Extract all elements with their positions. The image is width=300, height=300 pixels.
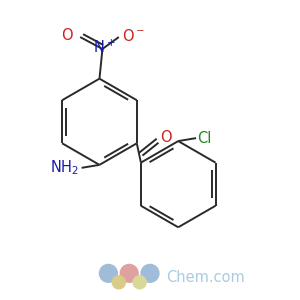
- Text: Cl: Cl: [198, 130, 212, 146]
- Text: O: O: [160, 130, 171, 145]
- Circle shape: [133, 276, 146, 289]
- Circle shape: [100, 264, 117, 282]
- Text: Chem.com: Chem.com: [166, 270, 245, 285]
- Text: N$^+$: N$^+$: [93, 39, 115, 56]
- Text: O$^-$: O$^-$: [122, 28, 145, 43]
- Circle shape: [112, 276, 125, 289]
- Circle shape: [141, 264, 159, 282]
- Circle shape: [120, 264, 138, 282]
- Text: O: O: [61, 28, 73, 43]
- Text: NH$_2$: NH$_2$: [50, 158, 79, 177]
